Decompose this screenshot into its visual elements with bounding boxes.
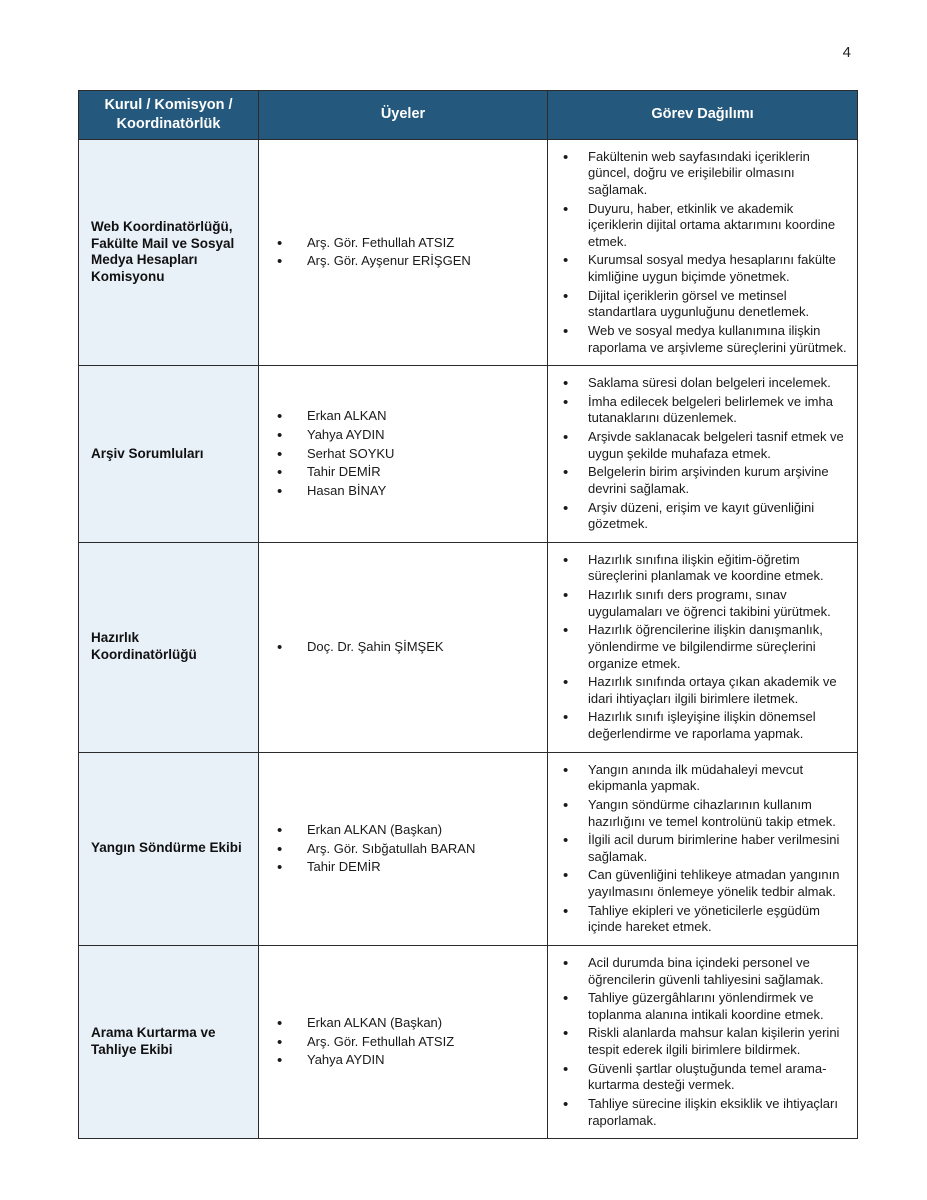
members-list: Erkan ALKAN (Başkan)Arş. Gör. Sıbğatulla… <box>265 821 541 877</box>
duties-cell: Fakültenin web sayfasındaki içeriklerin … <box>547 138 858 367</box>
duty-item: Can güvenliğini tehlikeye atmadan yangın… <box>554 866 851 900</box>
member-item: Tahir DEMİR <box>265 463 541 482</box>
duty-item: Tahliye sürecine ilişkin eksiklik ve iht… <box>554 1095 851 1129</box>
table-row: Arşiv Sorumluları Erkan ALKANYahya AYDIN… <box>78 365 858 543</box>
member-item: Yahya AYDIN <box>265 426 541 445</box>
members-cell: Doç. Dr. Şahin ŞİMŞEK <box>258 541 548 753</box>
member-item: Tahir DEMİR <box>265 858 541 877</box>
duty-item: Kurumsal sosyal medya hesaplarını fakült… <box>554 251 851 285</box>
members-list: Doç. Dr. Şahin ŞİMŞEK <box>265 638 541 657</box>
member-item: Arş. Gör. Ayşenur ERİŞGEN <box>265 252 541 271</box>
duty-item: Belgelerin birim arşivinden kurum arşivi… <box>554 463 851 497</box>
members-cell: Arş. Gör. Fethullah ATSIZArş. Gör. Ayşen… <box>258 138 548 367</box>
column-header-committee: Kurul / Komisyon / Koordinatörlük <box>78 90 259 140</box>
page-number: 4 <box>842 44 851 61</box>
duty-item: Saklama süresi dolan belgeleri incelemek… <box>554 374 851 393</box>
members-cell: Erkan ALKAN (Başkan)Arş. Gör. Fethullah … <box>258 944 548 1140</box>
member-item: Serhat SOYKU <box>265 445 541 464</box>
duties-cell: Yangın anında ilk müdahaleyi mevcut ekip… <box>547 751 858 946</box>
committee-name-cell: Web Koordinatörlüğü, Fakülte Mail ve Sos… <box>78 138 259 367</box>
duty-item: Güvenli şartlar oluştuğunda temel arama-… <box>554 1060 851 1094</box>
member-item: Arş. Gör. Fethullah ATSIZ <box>265 1033 541 1052</box>
members-cell: Erkan ALKANYahya AYDINSerhat SOYKUTahir … <box>258 365 548 543</box>
duty-item: Acil durumda bina içindeki personel ve ö… <box>554 954 851 988</box>
members-list: Erkan ALKAN (Başkan)Arş. Gör. Fethullah … <box>265 1014 541 1070</box>
duties-cell: Hazırlık sınıfına ilişkin eğitim-öğretim… <box>547 541 858 753</box>
duty-item: İlgili acil durum birimlerine haber veri… <box>554 831 851 865</box>
duties-list: Fakültenin web sayfasındaki içeriklerin … <box>554 148 851 357</box>
duty-item: Tahliye güzergâhlarını yönlendirmek ve t… <box>554 989 851 1023</box>
duties-list: Acil durumda bina içindeki personel ve ö… <box>554 954 851 1129</box>
duty-item: Fakültenin web sayfasındaki içeriklerin … <box>554 148 851 199</box>
member-item: Arş. Gör. Sıbğatullah BARAN <box>265 840 541 859</box>
committee-name-cell: Yangın Söndürme Ekibi <box>78 751 259 946</box>
member-item: Erkan ALKAN <box>265 407 541 426</box>
table-row: Web Koordinatörlüğü, Fakülte Mail ve Sos… <box>78 138 858 367</box>
table-header-row: Kurul / Komisyon / Koordinatörlük Üyeler… <box>78 90 858 140</box>
duty-item: Hazırlık sınıfı ders programı, sınav uyg… <box>554 586 851 620</box>
duties-list: Yangın anında ilk müdahaleyi mevcut ekip… <box>554 761 851 936</box>
duty-item: İmha edilecek belgeleri belirlemek ve im… <box>554 393 851 427</box>
committee-name-cell: Arama Kurtarma ve Tahliye Ekibi <box>78 944 259 1140</box>
duties-cell: Acil durumda bina içindeki personel ve ö… <box>547 944 858 1140</box>
member-item: Erkan ALKAN (Başkan) <box>265 1014 541 1033</box>
committee-name-cell: Arşiv Sorumluları <box>78 365 259 543</box>
duty-item: Hazırlık sınıfında ortaya çıkan akademik… <box>554 673 851 707</box>
duties-cell: Saklama süresi dolan belgeleri incelemek… <box>547 365 858 543</box>
duty-item: Duyuru, haber, etkinlik ve akademik içer… <box>554 200 851 251</box>
member-item: Doç. Dr. Şahin ŞİMŞEK <box>265 638 541 657</box>
duties-list: Saklama süresi dolan belgeleri incelemek… <box>554 374 851 533</box>
duty-item: Arşiv düzeni, erişim ve kayıt güvenliğin… <box>554 499 851 533</box>
members-list: Erkan ALKANYahya AYDINSerhat SOYKUTahir … <box>265 407 541 501</box>
duty-item: Yangın söndürme cihazlarının kullanım ha… <box>554 796 851 830</box>
duty-item: Hazırlık sınıfına ilişkin eğitim-öğretim… <box>554 551 851 585</box>
duty-item: Yangın anında ilk müdahaleyi mevcut ekip… <box>554 761 851 795</box>
member-item: Yahya AYDIN <box>265 1051 541 1070</box>
committee-name-cell: Hazırlık Koordinatörlüğü <box>78 541 259 753</box>
duties-list: Hazırlık sınıfına ilişkin eğitim-öğretim… <box>554 551 851 743</box>
duty-item: Web ve sosyal medya kullanımına ilişkin … <box>554 322 851 356</box>
duty-item: Riskli alanlarda mahsur kalan kişilerin … <box>554 1024 851 1058</box>
table-row: Yangın Söndürme Ekibi Erkan ALKAN (Başka… <box>78 751 858 946</box>
duty-item: Hazırlık sınıfı işleyişine ilişkin dönem… <box>554 708 851 742</box>
members-list: Arş. Gör. Fethullah ATSIZArş. Gör. Ayşen… <box>265 234 541 271</box>
duty-item: Arşivde saklanacak belgeleri tasnif etme… <box>554 428 851 462</box>
committee-table: Kurul / Komisyon / Koordinatörlük Üyeler… <box>78 90 858 1140</box>
duty-item: Hazırlık öğrencilerine ilişkin danışmanl… <box>554 621 851 672</box>
member-item: Hasan BİNAY <box>265 482 541 501</box>
member-item: Erkan ALKAN (Başkan) <box>265 821 541 840</box>
duty-item: Dijital içeriklerin görsel ve metinsel s… <box>554 287 851 321</box>
members-cell: Erkan ALKAN (Başkan)Arş. Gör. Sıbğatulla… <box>258 751 548 946</box>
table-row: Hazırlık Koordinatörlüğü Doç. Dr. Şahin … <box>78 541 858 753</box>
duty-item: Tahliye ekipleri ve yöneticilerle eşgüdü… <box>554 902 851 936</box>
table-row: Arama Kurtarma ve Tahliye Ekibi Erkan AL… <box>78 944 858 1140</box>
column-header-duties: Görev Dağılımı <box>547 90 858 140</box>
column-header-members: Üyeler <box>258 90 548 140</box>
member-item: Arş. Gör. Fethullah ATSIZ <box>265 234 541 253</box>
